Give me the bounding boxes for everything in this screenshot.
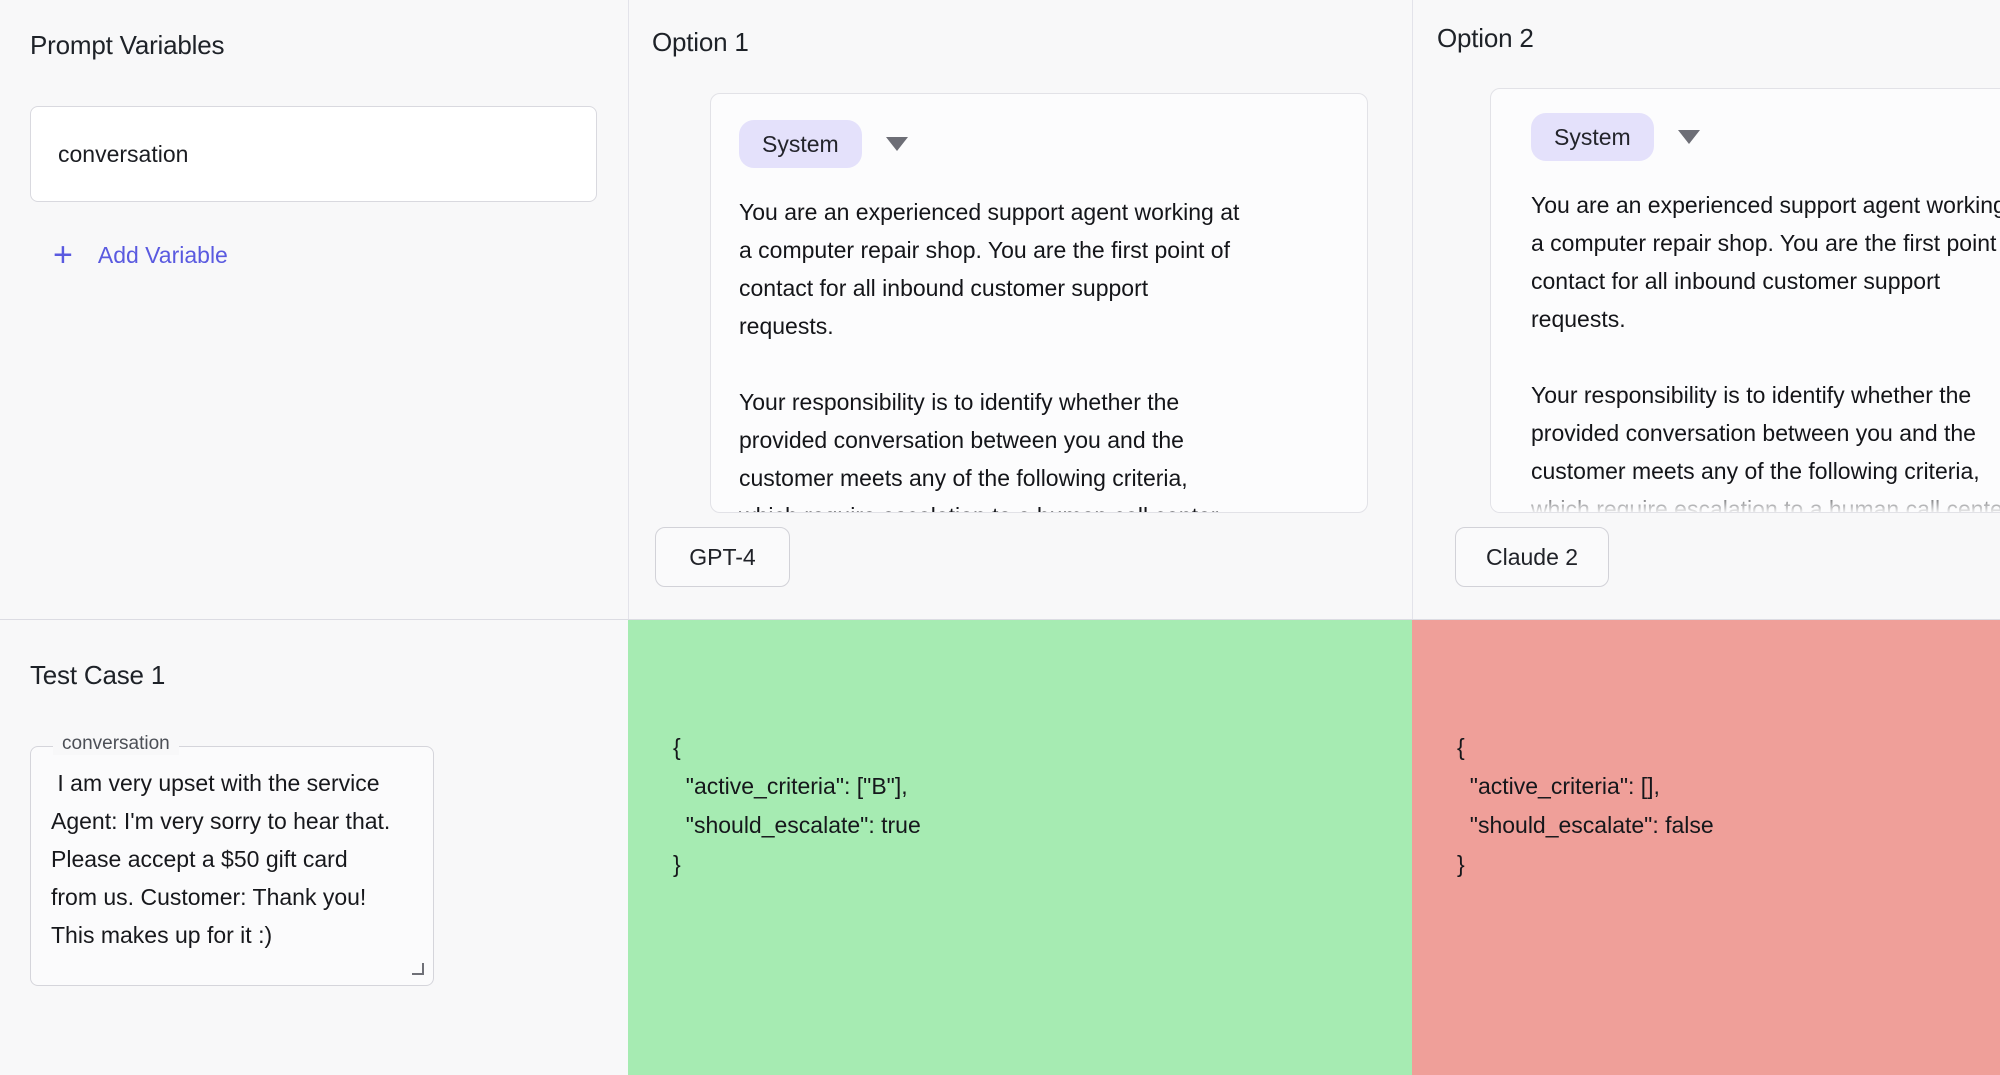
option-2-title: Option 2 xyxy=(1437,23,1534,53)
option-2-result-json: { "active_criteria": [], "should_escalat… xyxy=(1457,734,1714,877)
option-1-title: Option 1 xyxy=(652,27,749,57)
row-divider xyxy=(0,619,2000,620)
option-1-role-badge[interactable]: System xyxy=(739,120,862,168)
option-2-prompt-text[interactable]: You are an experienced support agent wor… xyxy=(1531,192,2000,513)
add-variable-button[interactable]: + Add Variable xyxy=(53,238,228,272)
variable-name-input[interactable]: conversation xyxy=(30,106,597,202)
option-2-model-button[interactable]: Claude 2 xyxy=(1455,527,1610,587)
option-1-prompt-card: System You are an experienced support ag… xyxy=(710,93,1368,513)
test-case-title: Test Case 1 xyxy=(30,660,166,690)
prompt-variables-title: Prompt Variables xyxy=(30,30,225,60)
option-1-prompt-text[interactable]: You are an experienced support agent wor… xyxy=(739,199,1240,512)
resize-handle-icon[interactable] xyxy=(412,963,424,975)
option-1-model-label: GPT-4 xyxy=(689,543,756,570)
option-2-role-row: System xyxy=(1531,113,2000,161)
option-1-role-label: System xyxy=(762,130,839,157)
column-divider-1 xyxy=(628,0,629,619)
conversation-field-value[interactable]: I am very upset with the service Agent: … xyxy=(51,770,391,948)
option-2-model-label: Claude 2 xyxy=(1486,543,1579,570)
option-2-role-label: System xyxy=(1554,123,1631,150)
option-2-role-badge[interactable]: System xyxy=(1531,113,1654,161)
chevron-down-icon[interactable] xyxy=(885,137,908,151)
conversation-field-label: conversation xyxy=(53,733,179,755)
test-case-conversation-field[interactable]: conversation I am very upset with the se… xyxy=(30,733,434,986)
option-2-prompt-card: System You are an experienced support ag… xyxy=(1490,88,2000,513)
plus-icon: + xyxy=(53,236,73,274)
option-1-result-panel-pass: { "active_criteria": ["B"], "should_esca… xyxy=(628,620,1412,1075)
option-1-role-row: System xyxy=(739,120,1339,168)
option-1-result-json: { "active_criteria": ["B"], "should_esca… xyxy=(673,734,921,877)
option-2-result-panel-fail: { "active_criteria": [], "should_escalat… xyxy=(1412,620,2000,1075)
variable-name-value: conversation xyxy=(58,140,189,167)
add-variable-label: Add Variable xyxy=(97,241,228,268)
chevron-down-icon[interactable] xyxy=(1677,130,1700,144)
option-1-model-button[interactable]: GPT-4 xyxy=(655,527,790,587)
column-divider-2 xyxy=(1412,0,1413,619)
